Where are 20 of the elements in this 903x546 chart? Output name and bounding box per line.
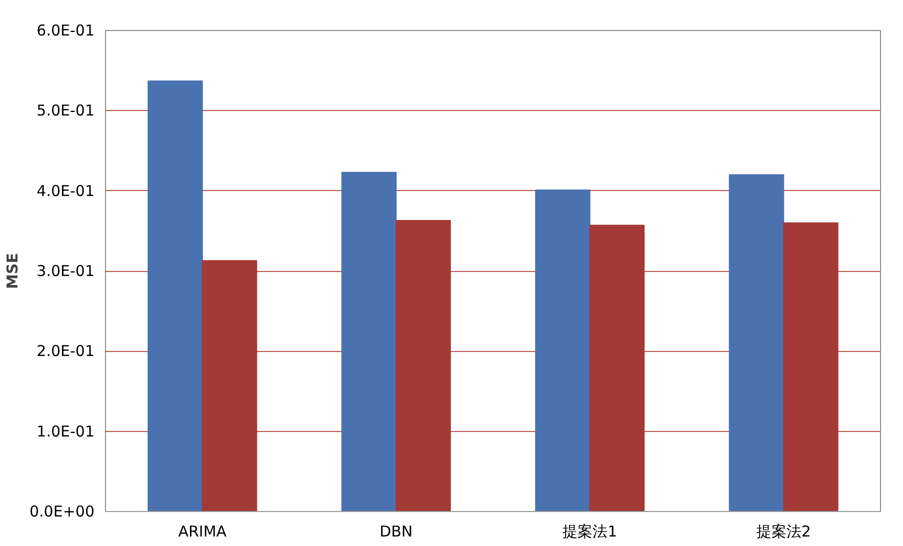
x-tick-label: 提案法1 bbox=[562, 522, 618, 540]
bar bbox=[396, 220, 451, 512]
bar bbox=[148, 80, 203, 512]
bar bbox=[341, 172, 397, 512]
bar bbox=[202, 260, 258, 512]
x-tick-label: DBN bbox=[380, 522, 413, 540]
bar bbox=[783, 222, 838, 512]
y-tick-label: 4.0E-01 bbox=[36, 182, 95, 200]
y-tick-label: 6.0E-01 bbox=[36, 22, 95, 40]
y-tick-label: 1.0E-01 bbox=[36, 422, 95, 440]
y-tick-label: 3.0E-01 bbox=[36, 262, 95, 280]
bar bbox=[535, 190, 590, 512]
x-tick-label: 提案法2 bbox=[756, 522, 811, 540]
bar bbox=[589, 224, 645, 512]
y-axis-title: MSE bbox=[4, 253, 22, 289]
x-tick-label: ARIMA bbox=[178, 522, 228, 540]
y-tick-label: 5.0E-01 bbox=[36, 102, 95, 120]
y-tick-label: 0.0E+00 bbox=[30, 502, 95, 520]
y-tick-label: 2.0E-01 bbox=[36, 342, 95, 360]
bar bbox=[728, 174, 784, 512]
